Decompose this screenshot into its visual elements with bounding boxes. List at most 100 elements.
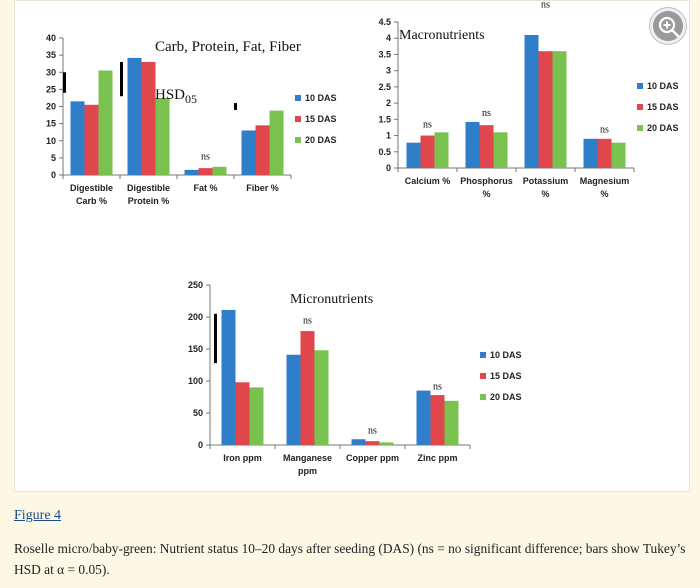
legend-label: 10 DAS (490, 350, 522, 360)
bar-20-das (98, 70, 113, 175)
y-tick-label: 0 (51, 170, 56, 180)
bar-10-das (184, 169, 199, 175)
category-label: % (541, 189, 549, 199)
ns-label: ns (303, 315, 312, 326)
y-tick-label: 20 (46, 102, 56, 112)
ns-label: ns (201, 152, 210, 163)
bar-15-das (420, 135, 435, 168)
legend-swatch (480, 373, 486, 379)
hsd-annotation: HSD05 (155, 87, 197, 106)
bar-15-das (255, 125, 270, 175)
y-tick-label: 4 (386, 33, 391, 43)
chart-title: Carb, Protein, Fat, Fiber (155, 39, 301, 55)
category-label: Iron ppm (223, 453, 262, 463)
bar-15-das (84, 104, 99, 175)
bar-10-das (127, 57, 142, 175)
hsd-annotation-sub: 05 (185, 92, 197, 106)
ns-label: ns (541, 1, 550, 10)
legend-label: 20 DAS (305, 135, 337, 145)
category-label: Magnesium (580, 176, 630, 186)
ns-label: ns (368, 425, 377, 436)
bar-10-das (465, 121, 480, 168)
legend: 10 DAS 15 DAS 20 DAS (637, 81, 679, 133)
y-tick-label: 2 (386, 98, 391, 108)
legend-label: 10 DAS (305, 93, 337, 103)
figure-panel: Carb, Protein, Fat, Fiber 0 5 10 15 20 25 30 35 4… (14, 0, 690, 492)
y-tick-label: 200 (188, 312, 203, 322)
bar-20-das (249, 387, 264, 445)
category-label: Zinc ppm (418, 453, 458, 463)
category-label: % (600, 189, 608, 199)
y-tick-label: 30 (46, 67, 56, 77)
legend-label: 20 DAS (490, 392, 522, 402)
category-label: Potassium (523, 176, 569, 186)
bar-15-das (365, 441, 380, 445)
bar-10-das (416, 390, 431, 445)
bar-20-das (212, 166, 227, 175)
zoom-in-icon (658, 16, 680, 38)
chart-1: Carb, Protein, Fat, Fiber051015202530354… (46, 33, 337, 206)
chart-2: Macronutrients 0 0.5 1 1.5 2 2.5 3 3.5 4 4.5 Calciu… (378, 0, 679, 199)
ns-label: ns (600, 124, 609, 135)
zoom-button[interactable] (650, 8, 686, 44)
bar-10-das (583, 138, 598, 168)
ns-label: ns (482, 108, 491, 119)
y-tick-label: 0.5 (378, 147, 391, 157)
bar-10-das (524, 34, 539, 168)
category-label: Fat % (193, 183, 217, 193)
y-tick-label: 15 (46, 119, 56, 129)
bar-20-das (611, 142, 626, 168)
bar-15-das (300, 331, 315, 445)
bar-15-das (430, 395, 445, 445)
legend-swatch (637, 125, 643, 131)
bar-20-das (434, 132, 449, 168)
legend-swatch (295, 116, 301, 122)
bar-15-das (141, 61, 156, 175)
bar-15-das (198, 168, 213, 175)
bar-10-das (406, 142, 421, 168)
category-label: Copper ppm (346, 453, 399, 463)
bar-10-das (351, 439, 366, 445)
category-label: Protein % (128, 196, 170, 206)
bar-20-das (155, 97, 170, 175)
y-tick-label: 25 (46, 84, 56, 94)
bar-20-das (269, 110, 284, 175)
ns-label: ns (433, 381, 442, 392)
category-label: Phosphorus (460, 176, 513, 186)
ns-label: ns (423, 119, 432, 130)
category-label: % (482, 189, 490, 199)
figure-link[interactable]: Figure 4 (14, 508, 62, 523)
y-tick-label: 2.5 (378, 82, 391, 92)
y-tick-label: 5 (51, 153, 56, 163)
bar-20-das (379, 442, 394, 445)
figure-caption: Roselle micro/baby-green: Nutrient statu… (14, 541, 686, 577)
bar-10-das (286, 354, 301, 445)
bar-15-das (235, 382, 250, 445)
legend-swatch (637, 83, 643, 89)
category-label: Fiber % (246, 183, 279, 193)
chart-title: Micronutrients (290, 292, 373, 307)
legend-swatch (295, 95, 301, 101)
y-tick-label: 50 (193, 408, 203, 418)
y-tick-label: 0 (198, 440, 203, 450)
y-tick-label: 1 (386, 131, 391, 141)
category-label: Digestible (127, 183, 170, 193)
legend-label: 15 DAS (647, 102, 679, 112)
category-label: Digestible (70, 183, 113, 193)
legend-swatch (637, 104, 643, 110)
y-tick-label: 4.5 (378, 17, 391, 27)
y-tick-label: 3.5 (378, 49, 391, 59)
bar-15-das (538, 51, 553, 169)
chart-title: Macronutrients (399, 28, 485, 43)
legend-label: 15 DAS (305, 114, 337, 124)
bar-20-das (444, 400, 459, 445)
charts-canvas: Carb, Protein, Fat, Fiber051015202530354… (46, 0, 679, 476)
y-tick-label: 150 (188, 344, 203, 354)
bar-20-das (314, 350, 329, 445)
y-tick-label: 100 (188, 376, 203, 386)
legend: 10 DAS 15 DAS 20 DAS (295, 93, 337, 145)
bar-20-das (552, 51, 567, 169)
category-label: Calcium % (405, 176, 451, 186)
hsd-annotation-main: HSD (155, 87, 185, 103)
legend: 10 DAS 15 DAS 20 DAS (480, 350, 522, 402)
